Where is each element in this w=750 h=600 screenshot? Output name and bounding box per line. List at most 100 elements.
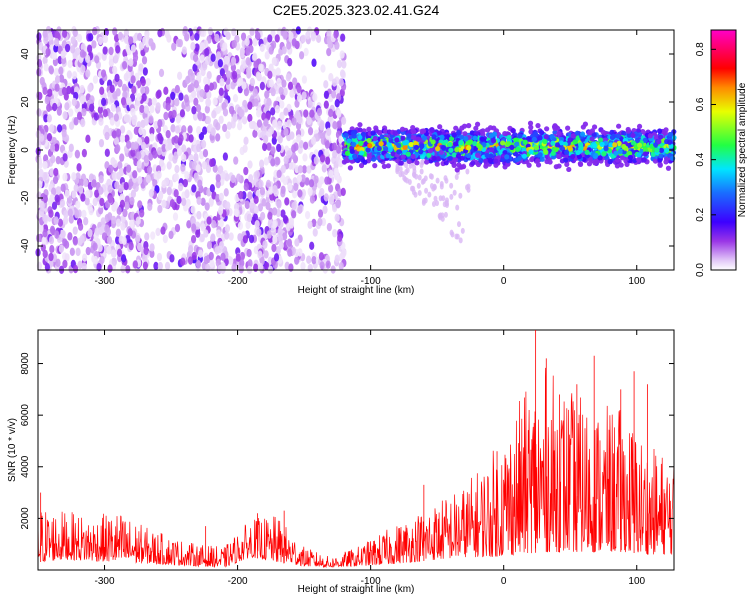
spectrogram-cell: [132, 170, 138, 179]
spectrogram-cell: [599, 141, 605, 147]
spectrogram-cell: [279, 100, 285, 109]
spectrogram-cell: [97, 243, 103, 253]
spectrogram-cell: [488, 153, 494, 159]
spectrogram-cell: [325, 156, 331, 165]
spectrogram-cell: [130, 107, 136, 117]
spectrogram-cell: [469, 130, 475, 136]
spectrogram-cell: [439, 134, 445, 140]
spectrogram-cell: [79, 234, 85, 244]
spectrogram-cell: [297, 189, 303, 198]
spectrogram-cell: [208, 251, 214, 261]
spectrogram-cell: [565, 125, 571, 131]
spectrogram-cell: [64, 43, 71, 53]
spectrogram-cell: [98, 206, 104, 215]
spectrogram-cell: [104, 148, 110, 157]
spectrogram-cell: [215, 51, 222, 60]
spectrogram-cell: [319, 187, 325, 197]
spectrogram-cell: [63, 209, 69, 219]
spectrogram-cell: [205, 164, 212, 174]
spectrogram-cell: [210, 127, 216, 136]
spectrogram-cell: [187, 125, 193, 134]
spectrogram-cell: [239, 109, 245, 118]
spectrogram-cell: [307, 126, 314, 136]
spectrogram-cell: [180, 163, 186, 172]
spectrogram-cell: [198, 150, 205, 160]
spectrogram-cell: [120, 254, 127, 263]
spectrogram-cell: [92, 75, 99, 84]
spectrogram-cell: [163, 111, 169, 121]
spectrogram-cell: [157, 261, 163, 271]
spectrogram-cell: [62, 259, 68, 269]
spectrogram-cell: [218, 165, 224, 174]
spectrogram-cell: [246, 213, 253, 223]
spectrogram-cell: [361, 131, 367, 138]
spectrogram-y-tick-label: 0: [20, 147, 31, 153]
spectrogram-cell: [231, 70, 238, 80]
spectrogram-cell: [418, 149, 424, 155]
spectrogram-cell: [36, 68, 42, 77]
spectrogram-cell: [115, 128, 122, 137]
spectrogram-cell: [116, 171, 122, 181]
spectrogram-cell: [211, 110, 217, 119]
spectrogram-cell: [481, 142, 487, 148]
spectrogram-cell: [36, 32, 42, 41]
spectrogram-cell: [549, 133, 555, 140]
spectrogram-cell: [539, 156, 545, 162]
spectrogram-cell: [64, 253, 70, 262]
spectrogram-cell: [187, 245, 194, 254]
spectrogram-cell: [351, 133, 357, 139]
spectrogram-cell: [219, 78, 225, 87]
spectrogram-cell: [42, 161, 48, 170]
spectrogram-cell: [319, 154, 326, 163]
spectrogram-cell: [74, 209, 80, 219]
spectrogram-cell: [443, 211, 448, 218]
spectrogram-cell: [80, 193, 86, 202]
spectrogram-cell: [196, 71, 202, 81]
spectrogram-cell: [79, 95, 85, 105]
spectrogram-cell: [114, 181, 120, 190]
spectrogram-cell: [115, 228, 121, 238]
spectrogram-cell: [281, 79, 287, 88]
spectrogram-cell: [61, 129, 67, 138]
snr-y-tick-label: 2000: [20, 507, 31, 530]
spectrogram-cell: [411, 171, 416, 178]
spectrogram-cell: [305, 31, 311, 40]
spectrogram-cell: [272, 185, 278, 194]
spectrogram-cell: [372, 163, 378, 169]
spectrogram-cell: [642, 137, 648, 143]
spectrogram-cell: [416, 182, 421, 189]
spectrogram-cell: [322, 205, 328, 214]
spectrogram-cell: [168, 153, 174, 162]
spectrogram-cell: [144, 136, 150, 145]
spectrogram-cell: [196, 125, 202, 135]
spectrogram-cell: [427, 191, 432, 198]
spectrogram-cell: [195, 221, 201, 230]
spectrogram-cell: [319, 261, 325, 270]
spectrogram-cell: [200, 140, 207, 149]
spectrogram-cell: [136, 92, 142, 102]
spectrogram-cell: [89, 103, 95, 112]
spectrogram-cell: [287, 182, 293, 192]
spectrogram-cell: [302, 141, 309, 150]
spectrogram-cell: [437, 124, 443, 130]
spectrogram-cell: [87, 44, 93, 53]
spectrogram-cell: [296, 134, 302, 143]
spectrogram-cell: [197, 249, 204, 258]
spectrogram-cell: [241, 116, 248, 125]
spectrogram-cell: [98, 117, 104, 126]
spectrogram-cell: [347, 165, 353, 171]
spectrogram-cell: [301, 75, 308, 84]
spectrogram-cell: [277, 135, 283, 144]
spectrogram-cell: [265, 201, 271, 211]
spectrogram-cell: [137, 200, 143, 209]
spectrogram-cell: [138, 63, 144, 72]
spectrogram-cell: [658, 153, 664, 159]
spectrogram-cell: [324, 176, 330, 185]
spectrogram-cell: [284, 197, 290, 206]
snr-y-axis-label: SNR (10 * v/v): [7, 418, 18, 482]
spectrogram-cell: [204, 202, 210, 211]
spectrogram-cell: [366, 154, 372, 160]
spectrogram-cell: [237, 122, 243, 131]
spectrogram-cell: [254, 219, 260, 229]
spectrogram-cell: [102, 109, 108, 118]
